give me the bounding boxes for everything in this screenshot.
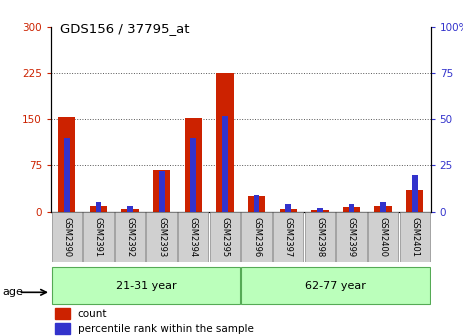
Bar (121, 209, 139, 212)
Bar (254, 195, 259, 212)
Bar (412, 175, 418, 212)
Bar (159, 171, 164, 212)
FancyBboxPatch shape (146, 212, 177, 262)
Text: GSM2393: GSM2393 (157, 217, 166, 257)
Text: GSM2400: GSM2400 (379, 217, 388, 257)
Bar (90, 206, 107, 212)
Bar (95, 202, 101, 212)
Bar (153, 170, 170, 212)
Bar (280, 209, 297, 212)
Bar (285, 204, 291, 212)
Bar (248, 196, 265, 212)
Bar (406, 190, 424, 212)
FancyBboxPatch shape (178, 212, 208, 262)
FancyBboxPatch shape (241, 267, 430, 304)
Bar (343, 207, 360, 212)
FancyBboxPatch shape (83, 212, 113, 262)
Text: GSM2392: GSM2392 (125, 217, 135, 257)
Bar (58, 118, 75, 212)
Text: GSM2398: GSM2398 (315, 217, 325, 257)
FancyBboxPatch shape (115, 212, 145, 262)
Bar (380, 202, 386, 212)
Bar (127, 206, 133, 212)
Text: GSM2391: GSM2391 (94, 217, 103, 257)
FancyBboxPatch shape (273, 212, 303, 262)
Bar (55, 308, 70, 319)
Bar (317, 208, 323, 212)
FancyBboxPatch shape (210, 212, 240, 262)
Text: age: age (2, 287, 23, 297)
FancyBboxPatch shape (241, 212, 272, 262)
Text: GSM2397: GSM2397 (284, 217, 293, 257)
Text: count: count (77, 309, 107, 319)
Bar (190, 138, 196, 212)
Text: GSM2399: GSM2399 (347, 217, 356, 257)
Bar (64, 138, 69, 212)
FancyBboxPatch shape (400, 212, 430, 262)
Bar (222, 116, 228, 212)
Bar (349, 204, 354, 212)
FancyBboxPatch shape (305, 212, 335, 262)
Bar (185, 118, 202, 212)
FancyBboxPatch shape (51, 212, 82, 262)
Text: percentile rank within the sample: percentile rank within the sample (77, 324, 253, 334)
FancyBboxPatch shape (51, 267, 240, 304)
Text: GSM2390: GSM2390 (62, 217, 71, 257)
Text: GDS156 / 37795_at: GDS156 / 37795_at (60, 22, 190, 35)
Bar (311, 210, 329, 212)
Text: GSM2395: GSM2395 (220, 217, 230, 257)
Bar (55, 323, 70, 335)
Text: GSM2401: GSM2401 (410, 217, 419, 257)
Text: GSM2396: GSM2396 (252, 217, 261, 257)
FancyBboxPatch shape (368, 212, 398, 262)
Text: GSM2394: GSM2394 (189, 217, 198, 257)
Text: 62-77 year: 62-77 year (305, 281, 366, 291)
Text: 21-31 year: 21-31 year (116, 281, 176, 291)
Bar (216, 73, 234, 212)
Bar (375, 206, 392, 212)
FancyBboxPatch shape (336, 212, 367, 262)
